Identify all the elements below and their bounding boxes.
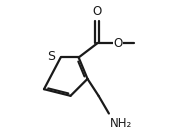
Text: O: O — [113, 37, 122, 50]
Text: O: O — [92, 5, 102, 18]
Text: NH₂: NH₂ — [110, 117, 132, 130]
Text: S: S — [47, 50, 55, 63]
